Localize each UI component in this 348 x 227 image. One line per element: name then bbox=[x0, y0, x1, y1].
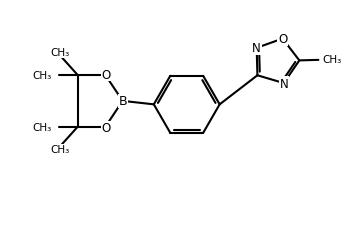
Text: CH₃: CH₃ bbox=[323, 55, 342, 65]
Text: O: O bbox=[278, 33, 287, 46]
Text: O: O bbox=[102, 122, 111, 135]
Text: CH₃: CH₃ bbox=[32, 122, 52, 132]
Text: CH₃: CH₃ bbox=[51, 48, 70, 58]
Text: CH₃: CH₃ bbox=[32, 71, 52, 81]
Text: N: N bbox=[279, 77, 288, 90]
Text: B: B bbox=[118, 95, 127, 108]
Text: N: N bbox=[252, 42, 261, 55]
Text: CH₃: CH₃ bbox=[51, 145, 70, 155]
Text: O: O bbox=[102, 68, 111, 81]
